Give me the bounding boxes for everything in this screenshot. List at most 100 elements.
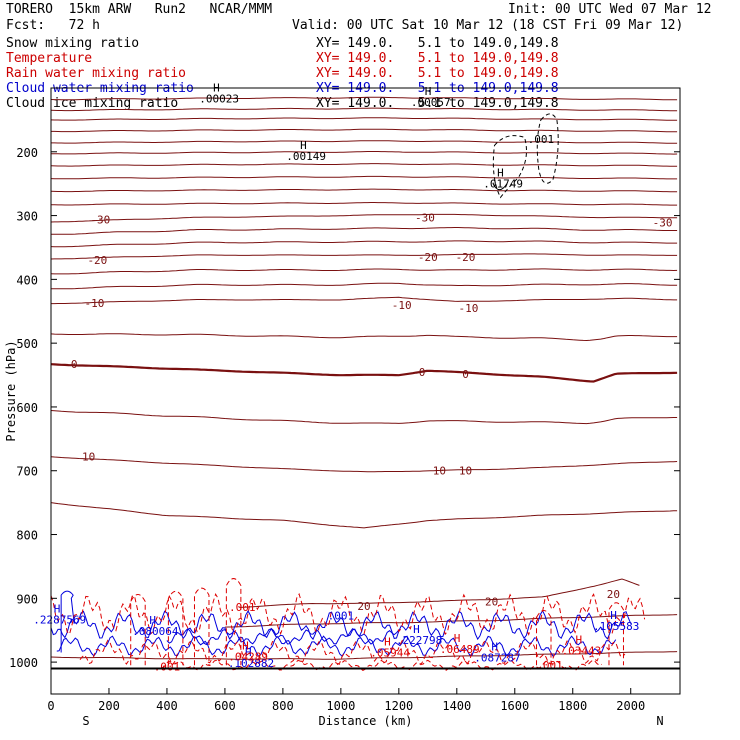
contour-label: 0 [462, 368, 469, 381]
rain-contour [160, 659, 602, 671]
contour-label: -30 [653, 217, 673, 230]
x-tick-label: 2000 [616, 699, 645, 713]
legend-name-temperature: Temperature [6, 51, 93, 66]
temperature-contour [51, 128, 678, 133]
isotherm--20 [50, 253, 678, 260]
temperature-contour [50, 268, 678, 275]
x-tick-label: 1000 [326, 699, 355, 713]
forecast-hour: Fcst: 72 h [6, 18, 100, 33]
contour-label: -10 [458, 302, 478, 315]
isotherm-10 [50, 456, 678, 473]
temperature-contour [50, 117, 678, 121]
temperature-contour [50, 107, 678, 112]
max-label: .03443 [562, 644, 602, 657]
contour-label: 10 [459, 465, 472, 478]
valid-time: Valid: 00 UTC Sat 10 Mar 12 (18 CST Fri … [292, 18, 684, 33]
rain-cell [130, 594, 146, 666]
max-label: .222798 [396, 634, 442, 647]
legend-name-cloud-ice: Cloud ice mixing ratio [6, 96, 179, 111]
contour-label: 0 [419, 366, 426, 379]
max-label: .080064 [132, 625, 179, 638]
rain-cell [608, 602, 624, 666]
max-marker: H [610, 609, 617, 622]
legend-range-snow: XY= 149.0. 5.1 to 149.0,149.8 [316, 36, 559, 51]
isotherm-0 [50, 363, 678, 383]
max-label: .2287569 [33, 614, 86, 627]
max-marker: H [54, 603, 61, 616]
legend-name-rain: Rain water mixing ratio [6, 66, 187, 81]
y-tick-label: 800 [16, 529, 38, 543]
moisture-fields [50, 113, 646, 671]
max-marker: H [242, 640, 249, 653]
ice-contour [492, 183, 508, 191]
contour-label: 0 [71, 358, 78, 371]
contour-label: -20 [418, 251, 438, 264]
isotherms [50, 213, 678, 608]
temperature-contour [51, 140, 678, 144]
y-tick-label: 400 [16, 273, 38, 287]
max-label: .001 [328, 609, 355, 622]
x-axis-label: Distance (km) [319, 714, 413, 728]
x-tick-label: 600 [214, 699, 236, 713]
init-time: Init: 00 UTC Wed 07 Mar 12 [508, 2, 712, 17]
contour-label: 20 [607, 588, 620, 601]
max-label: .01749 [483, 177, 523, 190]
max-marker: H [384, 635, 391, 648]
model-title: TORERO 15km ARW Run2 NCAR/MMM [6, 2, 273, 17]
x-tick-label: 400 [156, 699, 178, 713]
y-tick-label: 200 [16, 146, 38, 160]
contour-label: 20 [485, 596, 498, 609]
cloud-water-contour [60, 590, 75, 653]
contour-labels: -30 -30 -30 -20 -20 -20 -10 -10 -10 0 0 0 10 10 10 20 20… [33, 82, 672, 674]
legend-range-cloud-ice: XY= 149.0. 5.1 to 149.0,149.8 [316, 96, 559, 111]
max-marker: H [425, 85, 432, 98]
isotherm--30 [50, 213, 678, 223]
temperature-contour [50, 651, 678, 660]
contour-label: -30 [90, 213, 110, 226]
max-label: .00023 [199, 93, 239, 106]
temperature-contour [50, 163, 678, 167]
max-marker: H [491, 640, 498, 653]
max-label: .105583 [593, 620, 639, 633]
legend-range-rain: XY= 149.0. 5.1 to 149.0,149.8 [316, 66, 559, 81]
contour-label: 20 [357, 600, 370, 613]
temperature-contour [50, 282, 678, 290]
plot-frame [50, 87, 681, 695]
cloud-water-contour [50, 609, 632, 641]
max-label: .102882 [228, 657, 274, 670]
contour-label: 10 [82, 451, 95, 464]
rain-contour [79, 639, 626, 666]
temperature-contour [50, 202, 678, 206]
temperature-contour [51, 227, 678, 235]
temperature-contour [50, 333, 678, 342]
rain-contour [50, 592, 646, 636]
rain-cell [193, 587, 210, 666]
cloud-water-contour [166, 627, 400, 646]
rain-cell [167, 590, 184, 666]
y-axis-label: Pressure (hPa) [4, 340, 18, 441]
contour-label: -20 [456, 251, 476, 264]
temperature-contour [50, 410, 678, 425]
temperature-contour [50, 96, 678, 101]
max-label: .001 [528, 133, 555, 146]
x-tick-label: 1200 [384, 699, 413, 713]
max-marker: H [497, 166, 504, 179]
rain-cell [536, 609, 552, 666]
contour-label: -20 [87, 254, 107, 267]
temperature-contour [50, 240, 678, 248]
max-marker: H [454, 632, 461, 645]
y-tick-label: 600 [16, 401, 38, 415]
x-tick-label: 200 [98, 699, 120, 713]
rain-cell [225, 578, 242, 666]
max-label: .05944 [370, 646, 410, 659]
ice-contour [536, 113, 559, 184]
x-tick-label: 800 [272, 699, 294, 713]
south-label: S [82, 714, 89, 728]
temperature-contour [50, 175, 678, 180]
contour-label: -10 [85, 297, 105, 310]
max-label: .001 [229, 601, 256, 614]
temperature-contour [50, 188, 678, 193]
ice-contour [492, 135, 527, 199]
